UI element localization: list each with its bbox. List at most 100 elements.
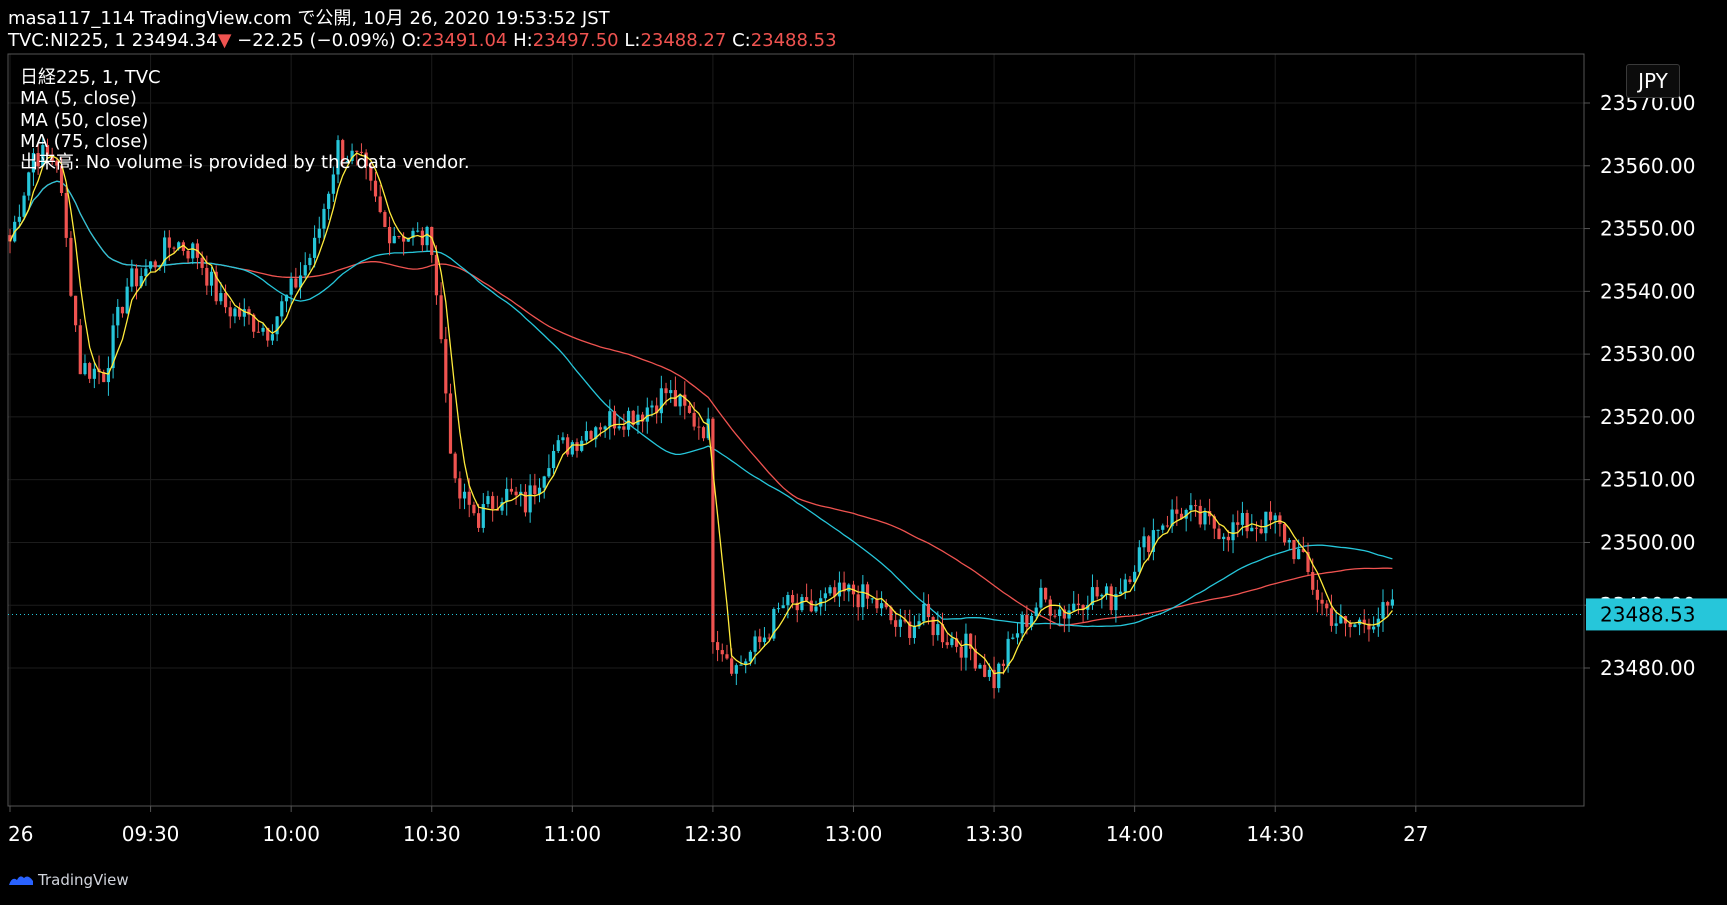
- candle-body: [1386, 602, 1390, 606]
- candle-body: [739, 664, 743, 666]
- candle-body: [758, 636, 762, 643]
- candle-body: [1348, 623, 1352, 628]
- candle-body: [734, 665, 738, 674]
- candle-body: [1203, 511, 1207, 525]
- candle-body: [711, 418, 715, 643]
- candle-body: [477, 513, 481, 528]
- candle-body: [261, 327, 265, 332]
- candle-body: [83, 363, 87, 375]
- candle-body: [1025, 614, 1029, 627]
- candle-body: [74, 295, 78, 326]
- candle-body: [959, 646, 963, 658]
- candle-body: [594, 427, 598, 440]
- candle-body: [120, 306, 125, 314]
- candle-body: [1264, 511, 1268, 534]
- candle-body: [1114, 594, 1118, 611]
- candle-body: [444, 339, 448, 394]
- symbol-label: TVC:NI225, 1: [8, 30, 126, 51]
- candle-body: [238, 308, 242, 317]
- candle-body: [1339, 616, 1343, 624]
- candle-body: [78, 325, 82, 375]
- candle-body: [111, 325, 115, 369]
- candle-body: [191, 243, 195, 259]
- candle-body: [987, 669, 991, 677]
- ma50-layer: [9, 180, 1393, 628]
- candle-body: [865, 584, 870, 599]
- price-tick-label: 23540.00: [1600, 279, 1695, 303]
- tradingview-brand[interactable]: TradingView: [8, 871, 129, 889]
- candle-body: [106, 368, 111, 383]
- candle-body: [242, 309, 246, 317]
- candle-body: [1151, 530, 1155, 552]
- candle-body: [1170, 509, 1174, 527]
- candle-body: [884, 603, 888, 608]
- candle-body: [177, 242, 181, 249]
- candle-body: [1254, 527, 1259, 529]
- candle-body: [1217, 528, 1221, 540]
- time-tick-label: 26: [8, 822, 33, 846]
- candle-body: [491, 496, 495, 509]
- legend-volume[interactable]: 出来高: No volume is provided by the data v…: [20, 152, 470, 174]
- candle-body: [1278, 515, 1282, 525]
- candle-body: [64, 192, 68, 238]
- candle-body: [378, 196, 382, 213]
- candle-body: [1095, 587, 1099, 597]
- candle-body: [1184, 509, 1188, 519]
- time-tick-label: 27: [1403, 822, 1428, 846]
- ma5-line: [9, 152, 1393, 675]
- ma75-layer: [9, 180, 1393, 627]
- candle-body: [1081, 604, 1085, 610]
- candle-body: [355, 150, 359, 152]
- last-price: 23494.34: [131, 30, 218, 51]
- candle-body: [622, 426, 626, 430]
- candle-body: [1179, 513, 1184, 519]
- candle-body: [331, 174, 335, 194]
- candle-body: [134, 268, 139, 287]
- legend-ma5[interactable]: MA (5, close): [20, 88, 137, 110]
- candle-body: [364, 152, 368, 167]
- time-tick-label: 13:30: [965, 822, 1023, 846]
- candle-body: [341, 140, 345, 162]
- candle-body: [500, 501, 504, 511]
- candle-body: [973, 648, 977, 669]
- candle-body: [814, 606, 818, 612]
- candle-body: [289, 278, 293, 295]
- last-price-label-layer: 23488.53: [1586, 598, 1727, 631]
- candle-body: [125, 286, 129, 314]
- legend-ma75[interactable]: MA (75, close): [20, 130, 149, 152]
- candle-body: [1315, 589, 1319, 600]
- candle-body: [228, 307, 232, 317]
- candle-body: [322, 208, 326, 229]
- legend-ma50[interactable]: MA (50, close): [20, 109, 149, 131]
- candle-body: [1015, 633, 1020, 638]
- candle-body: [954, 638, 959, 647]
- candle-body: [523, 491, 528, 513]
- candle-body: [1100, 594, 1104, 597]
- candle-body: [1222, 536, 1226, 540]
- candle-body: [809, 600, 813, 612]
- candle-body: [294, 278, 298, 288]
- candle-body: [416, 230, 420, 232]
- time-tick-label: 11:00: [543, 822, 601, 846]
- price-tick-label: 23480.00: [1600, 656, 1695, 680]
- high-label: H:: [513, 30, 533, 51]
- candle-body: [1104, 586, 1109, 595]
- candle-body: [983, 664, 987, 677]
- candle-body: [31, 153, 36, 173]
- candle-body: [45, 145, 50, 155]
- candle-body: [8, 235, 12, 242]
- candle-body: [786, 594, 790, 606]
- candle-body: [448, 393, 453, 454]
- candle-body: [580, 440, 584, 451]
- candle-body: [626, 410, 631, 430]
- candle-body: [992, 669, 996, 689]
- candle-body: [247, 309, 251, 315]
- candle-body: [790, 594, 795, 603]
- candle-body: [964, 633, 968, 658]
- price-axis[interactable]: 23480.0023490.0023500.0023510.0023520.00…: [1584, 91, 1695, 680]
- time-tick-label: 14:30: [1246, 822, 1304, 846]
- candle-body: [898, 619, 902, 627]
- currency-button[interactable]: JPY: [1626, 64, 1680, 98]
- time-axis[interactable]: 26 09:30 10:00 10:30 11:00 12:30 13:00 13:30 14:…: [8, 806, 1429, 846]
